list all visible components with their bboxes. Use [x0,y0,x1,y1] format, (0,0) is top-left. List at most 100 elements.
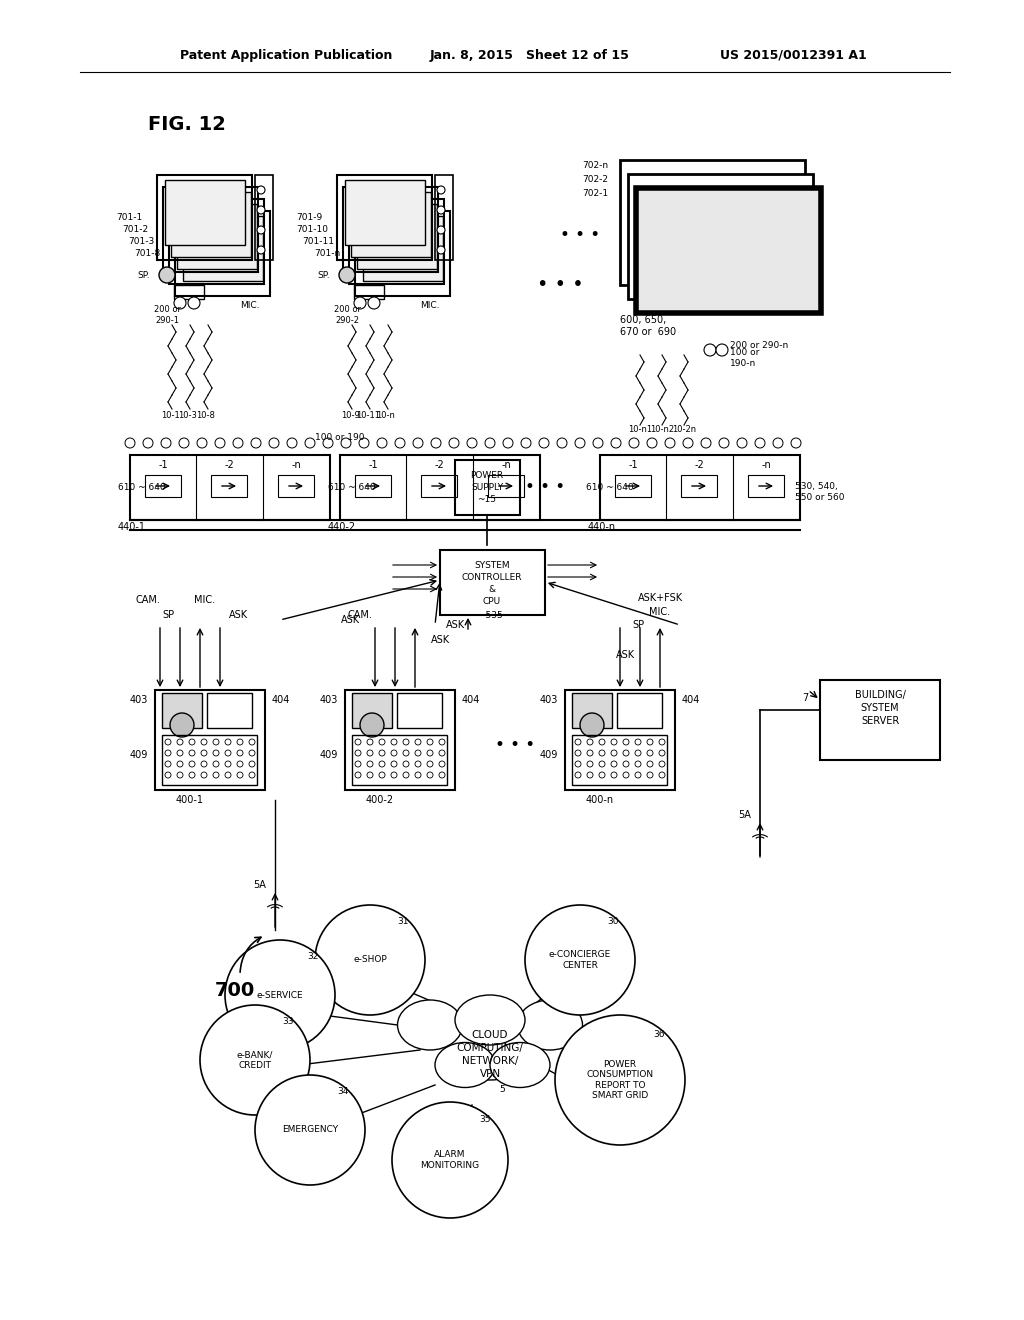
Text: 550 or 560: 550 or 560 [795,492,845,502]
Circle shape [439,762,445,767]
Circle shape [665,438,675,447]
Text: VPN: VPN [479,1069,501,1078]
Bar [157,176,252,260]
Circle shape [427,772,433,777]
Text: 10-n2: 10-n2 [650,425,674,434]
Text: 7: 7 [802,693,808,704]
Text: 702-1: 702-1 [582,189,608,198]
Circle shape [213,772,219,777]
Text: -n: -n [761,459,771,470]
Bar [211,475,247,498]
Circle shape [629,438,639,447]
Bar [155,690,265,789]
Circle shape [437,226,445,234]
Circle shape [403,762,409,767]
Bar [174,285,204,300]
Circle shape [341,438,351,447]
Text: ~535: ~535 [477,610,503,619]
Circle shape [201,762,207,767]
Circle shape [392,1102,508,1218]
Text: 36: 36 [653,1030,665,1039]
Bar [355,475,391,498]
Text: SP: SP [632,620,644,630]
Bar [349,199,444,284]
Text: 600, 650,: 600, 650, [620,315,667,325]
Circle shape [237,772,243,777]
Text: CLOUD: CLOUD [472,1030,508,1040]
Circle shape [174,297,186,309]
Text: SYSTEM: SYSTEM [861,704,899,713]
Text: ASK: ASK [228,610,248,620]
Bar [572,735,667,785]
Circle shape [269,438,279,447]
Text: 700: 700 [215,981,255,999]
Circle shape [611,772,617,777]
Bar [435,176,453,260]
Bar [615,475,651,498]
Circle shape [237,762,243,767]
Bar [440,550,545,615]
Circle shape [177,739,183,744]
Bar [352,735,447,785]
Text: e-CONCIERGE
CENTER: e-CONCIERGE CENTER [549,950,611,970]
Circle shape [251,438,261,447]
Text: POWER: POWER [470,470,504,479]
Circle shape [201,772,207,777]
Text: 35: 35 [479,1115,490,1123]
Text: 440-n: 440-n [588,521,616,532]
Text: SP.: SP. [137,271,150,280]
Ellipse shape [445,1010,535,1080]
Circle shape [599,762,605,767]
Circle shape [391,739,397,744]
Text: 409: 409 [540,750,558,760]
Text: 33: 33 [283,1016,294,1026]
Circle shape [377,438,387,447]
Text: NETWORK/: NETWORK/ [462,1056,518,1067]
Circle shape [315,906,425,1015]
Text: Jan. 8, 2015   Sheet 12 of 15: Jan. 8, 2015 Sheet 12 of 15 [430,49,630,62]
Circle shape [379,772,385,777]
Text: COMPUTING/: COMPUTING/ [457,1043,523,1053]
Circle shape [701,438,711,447]
Circle shape [395,438,406,447]
Ellipse shape [517,1001,583,1049]
Circle shape [575,762,581,767]
Text: 200 or 290-n: 200 or 290-n [730,341,788,350]
Text: ASK: ASK [445,620,465,630]
Bar [162,693,202,729]
Circle shape [225,940,335,1049]
Circle shape [635,750,641,756]
Bar [357,205,437,269]
Circle shape [249,772,255,777]
Circle shape [355,762,361,767]
Bar [345,690,455,789]
Text: 670 or  690: 670 or 690 [620,327,676,337]
Circle shape [367,739,373,744]
Text: 702-n: 702-n [582,161,608,169]
Text: 701-9: 701-9 [296,213,322,222]
Circle shape [599,750,605,756]
Text: 10-8: 10-8 [197,411,215,420]
Circle shape [415,762,421,767]
Text: 10-n1: 10-n1 [628,425,652,434]
Circle shape [683,438,693,447]
Circle shape [439,750,445,756]
Circle shape [355,739,361,744]
Circle shape [659,739,665,744]
Text: MIC.: MIC. [240,301,259,309]
Circle shape [189,772,195,777]
Text: 440-1: 440-1 [118,521,146,532]
Circle shape [575,772,581,777]
Text: ALARM
MONITORING: ALARM MONITORING [421,1150,479,1170]
Text: 5: 5 [499,1085,505,1094]
Text: 701-1: 701-1 [116,213,142,222]
Circle shape [233,438,243,447]
Circle shape [367,762,373,767]
Circle shape [165,772,171,777]
Text: CPU: CPU [483,597,501,606]
Text: 701-10: 701-10 [296,224,328,234]
Circle shape [249,762,255,767]
Circle shape [213,750,219,756]
Bar [343,187,438,272]
Text: e-SERVICE: e-SERVICE [257,990,303,999]
